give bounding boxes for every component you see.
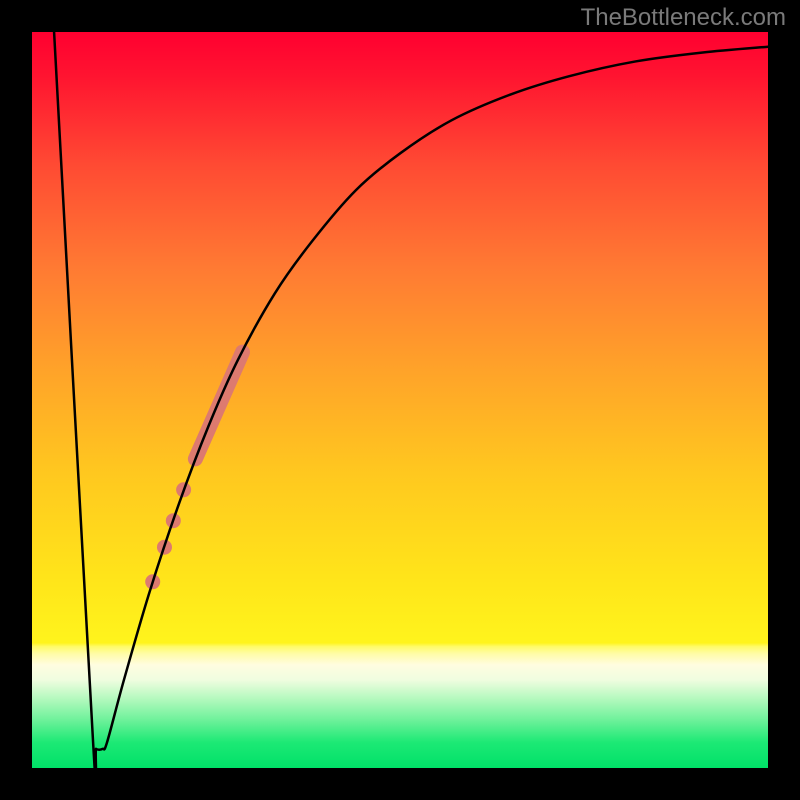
plot-svg	[32, 32, 768, 768]
plot-area	[32, 32, 768, 768]
watermark-text: TheBottleneck.com	[581, 4, 786, 32]
gradient-background	[32, 32, 768, 768]
